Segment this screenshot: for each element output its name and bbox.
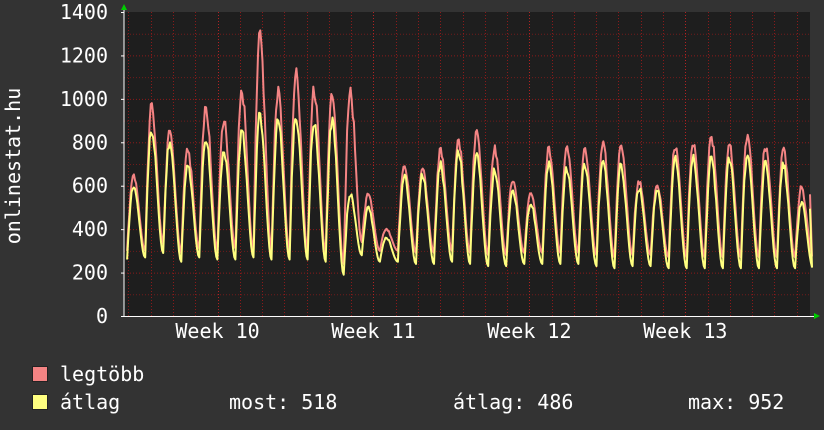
series-line-avg (126, 111, 813, 276)
tick-labels: 0 200 400 600 800 1000 1200 1400 Week 10 Week 11 W… (60, 0, 728, 343)
x-tick-label: Week 11 (331, 319, 415, 343)
x-tick-label: Week 10 (175, 319, 259, 343)
legend-avg: átlag (32, 390, 120, 414)
axes (121, 4, 820, 319)
series-layer (126, 29, 813, 276)
stat-max: max: 952 (688, 390, 785, 414)
stat-average: átlag: 486 (453, 390, 574, 414)
y-tick-label: 0 (96, 304, 108, 328)
y-axis-arrow (121, 4, 127, 10)
y-tick-label: 800 (72, 130, 108, 154)
x-axis-arrow (814, 313, 820, 319)
legend-avg-label: átlag (60, 390, 121, 414)
x-tick-label: Week 13 (643, 319, 727, 343)
y-tick-label: 600 (72, 174, 108, 198)
legend-avg-swatch (32, 394, 48, 410)
y-tick-label: 400 (72, 217, 108, 241)
x-tick-label: Week 12 (487, 319, 571, 343)
legend-max: legtöbb (32, 362, 144, 386)
chart: 0 200 400 600 800 1000 1200 1400 Week 10 Week 11 W… (1, 0, 820, 343)
legend-max-label: legtöbb (60, 362, 145, 386)
legend-max-swatch (32, 366, 48, 382)
y-axis-label: onlinestat.hu (1, 88, 25, 245)
stat-now: most: 518 (229, 390, 338, 414)
y-tick-label: 1000 (60, 87, 108, 111)
y-tick-label: 200 (72, 261, 108, 285)
y-tick-label: 1400 (60, 0, 108, 24)
y-tick-label: 1200 (60, 43, 108, 67)
